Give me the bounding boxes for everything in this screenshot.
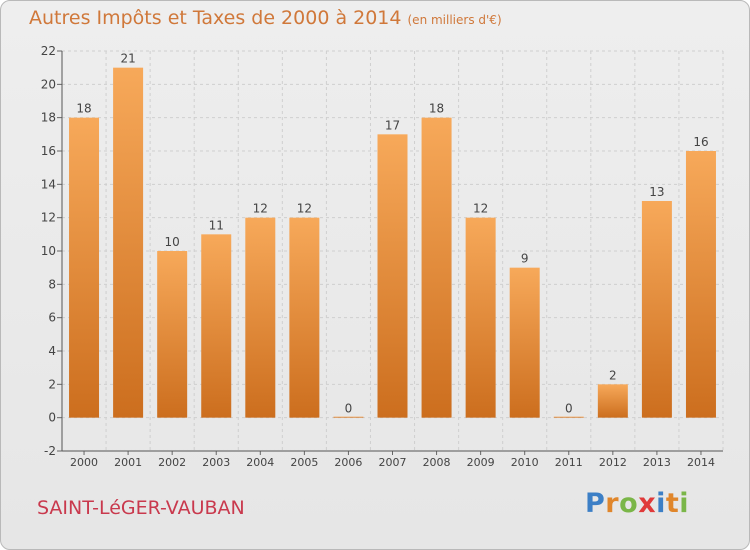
bar-value-label: 10 <box>165 235 180 249</box>
y-tick-label: -2 <box>44 444 56 458</box>
chart-title: Autres Impôts et Taxes de 2000 à 2014 (en… <box>29 7 502 29</box>
y-tick-label: 18 <box>41 111 56 125</box>
logo-letter: i <box>656 488 666 519</box>
bar <box>509 267 540 418</box>
bar-value-label: 0 <box>565 402 573 416</box>
y-tick-label: 22 <box>41 44 56 58</box>
y-tick-label: 4 <box>48 344 56 358</box>
logo-letter: i <box>679 488 690 519</box>
bar <box>289 217 320 418</box>
x-tick-label: 2014 <box>687 456 715 469</box>
proxiti-logo: Proxiti <box>585 488 689 519</box>
bar <box>641 201 672 418</box>
bar-value-label: 21 <box>120 52 135 66</box>
y-tick-label: 12 <box>41 211 56 225</box>
x-tick-label: 2002 <box>158 456 186 469</box>
bar <box>421 117 452 418</box>
x-tick-label: 2006 <box>334 456 362 469</box>
y-tick-label: 10 <box>41 244 56 258</box>
bar-value-label: 16 <box>693 135 708 149</box>
x-tick-label: 2004 <box>246 456 274 469</box>
bar <box>553 416 584 418</box>
bar <box>465 217 496 418</box>
title-unit: (en milliers d'€) <box>407 13 502 27</box>
y-tick-label: 6 <box>48 311 56 325</box>
title-text: Autres Impôts et Taxes de 2000 à 2014 <box>29 7 402 29</box>
bar-value-label: 18 <box>76 102 91 116</box>
y-tick-label: 8 <box>48 277 56 291</box>
bar-value-label: 13 <box>649 185 664 199</box>
bar <box>245 217 276 418</box>
bar <box>201 234 232 418</box>
bar-value-label: 12 <box>253 202 268 216</box>
town-name: SAINT-LéGER-VAUBAN <box>37 497 245 519</box>
bar <box>685 151 716 418</box>
y-tick-label: 16 <box>41 144 56 158</box>
bar <box>597 384 628 418</box>
logo-letter: x <box>638 488 657 519</box>
x-tick-label: 2001 <box>114 456 142 469</box>
x-tick-label: 2010 <box>511 456 539 469</box>
bar <box>377 134 408 418</box>
x-tick-label: 2005 <box>290 456 318 469</box>
logo-letter: t <box>665 488 680 519</box>
y-tick-label: 0 <box>48 411 56 425</box>
bar-value-label: 9 <box>521 252 529 266</box>
logo-letter: P <box>585 488 606 519</box>
bar <box>333 416 364 418</box>
bar-value-label: 12 <box>297 202 312 216</box>
bar <box>113 67 144 418</box>
bar-value-label: 0 <box>345 402 353 416</box>
bar-value-label: 17 <box>385 118 400 132</box>
y-tick-label: 2 <box>48 377 56 391</box>
logo-letter: o <box>619 488 639 519</box>
bar <box>69 117 100 418</box>
x-tick-label: 2007 <box>379 456 407 469</box>
x-tick-label: 2012 <box>599 456 627 469</box>
x-tick-label: 2011 <box>555 456 583 469</box>
bar-value-label: 11 <box>209 218 224 232</box>
y-tick-label: 14 <box>41 177 56 191</box>
bar <box>157 251 188 418</box>
x-tick-label: 2003 <box>202 456 230 469</box>
x-tick-label: 2013 <box>643 456 671 469</box>
x-tick-label: 2009 <box>467 456 495 469</box>
logo-letter: r <box>605 488 620 519</box>
y-tick-label: 20 <box>41 77 56 91</box>
bar-value-label: 18 <box>429 102 444 116</box>
x-tick-label: 2008 <box>423 456 451 469</box>
x-tick-label: 2000 <box>70 456 98 469</box>
bar-value-label: 12 <box>473 202 488 216</box>
bar-value-label: 2 <box>609 368 617 382</box>
